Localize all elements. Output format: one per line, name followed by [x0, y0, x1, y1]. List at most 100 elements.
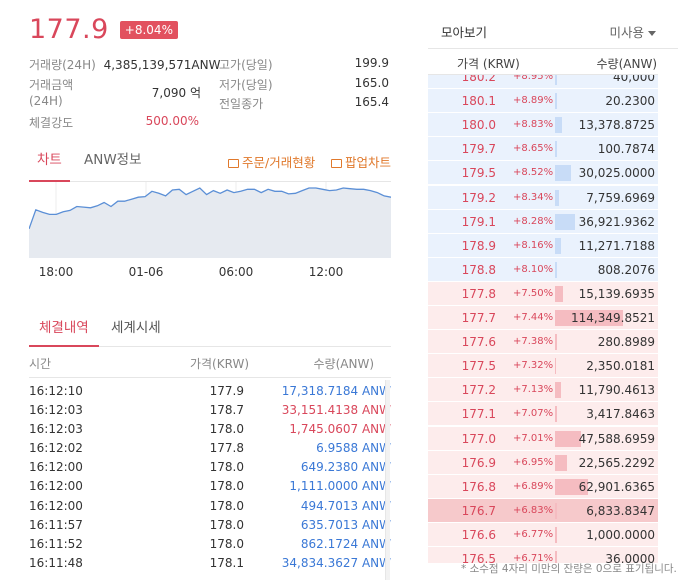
- orderbook-depth-bar: [555, 526, 557, 543]
- tab-coin-info[interactable]: ANW정보: [84, 152, 142, 168]
- popup-chart-link[interactable]: 팝업차트: [331, 152, 391, 171]
- orderbook-price: 176.5: [461, 552, 496, 563]
- orderbook-volume: 6,833.8347: [586, 503, 655, 518]
- orderbook-bid-row[interactable]: 176.7 +6.83% 6,833.8347: [428, 498, 658, 523]
- orderbook-price: 177.5: [461, 359, 496, 374]
- orderbook-bid-row[interactable]: 177.5 +7.32% 2,350.0181: [428, 354, 658, 379]
- trade-volume: 494.7013 ANW: [300, 498, 391, 513]
- trade-row: 16:12:03 178.7 33,151.4138 ANW: [29, 401, 391, 420]
- orderbook-volume: 62,901.6365: [578, 479, 655, 494]
- orderbook-ask-row[interactable]: 179.5 +8.52% 30,025.0000: [428, 161, 658, 186]
- orderbook-depth-bar: [555, 213, 575, 230]
- change-badge: +8.04%: [119, 20, 178, 39]
- trade-time: 16:12:00: [29, 479, 83, 494]
- orderbook-price: 177.7: [461, 311, 496, 325]
- orderbook-change-pct: +8.95%: [513, 75, 554, 82]
- orderbook-ask-row[interactable]: 180.1 +8.89% 20.2300: [428, 89, 658, 114]
- orderbook-volume: 7,759.6969: [586, 190, 655, 205]
- prev-close-value: 165.4: [354, 95, 389, 109]
- orderbook-bid-row[interactable]: 177.0 +7.01% 47,588.6959: [428, 426, 658, 451]
- orderbook-bid-row[interactable]: 176.5 +6.71% 36,0000: [428, 547, 658, 563]
- orderbook-change-pct: +6.71%: [513, 553, 554, 563]
- orderbook-panel: 모아보기 미사용 가격 (KRW) 수량(ANW) 180.2 +8.95% 40,…: [428, 0, 678, 588]
- orderbook-volume: 22,565.2292: [578, 455, 655, 470]
- x-tick-0106: 01-06: [128, 265, 164, 279]
- orderbook-divider: [428, 48, 678, 49]
- orderbook-ask-row[interactable]: 178.9 +8.16% 11,271.7188: [428, 233, 658, 258]
- trade-price: 178.0: [209, 517, 244, 532]
- low-value: 165.0: [354, 76, 389, 90]
- orderbook-depth-bar: [555, 551, 557, 563]
- orderbook-depth-bar: [555, 285, 563, 302]
- orderbook-depth-bar: [555, 430, 581, 447]
- orderbook-price: 177.0: [461, 431, 496, 446]
- orderbook-ask-row[interactable]: 180.0 +8.83% 13,378.8725: [428, 113, 658, 138]
- trade-time: 16:12:10: [29, 384, 83, 398]
- orderbook-change-pct: +7.32%: [513, 360, 554, 372]
- orderbook-volume: 3,417.8463: [586, 407, 655, 422]
- orderbook-bid-row[interactable]: 177.6 +7.38% 280.8989: [428, 330, 658, 355]
- orderbook-depth-bar: [555, 310, 623, 326]
- header-divider: [29, 377, 391, 378]
- x-tick-0600: 06:00: [218, 265, 254, 279]
- trade-time: 16:11:57: [29, 517, 83, 532]
- orderbook-ask-row[interactable]: 179.1 +8.28% 36,921.9362: [428, 209, 658, 234]
- orderbook-price: 180.0: [461, 118, 496, 133]
- orderbook-ask-row[interactable]: 180.2 +8.95% 40,000: [428, 75, 658, 90]
- grouping-dropdown[interactable]: 미사용: [609, 22, 656, 41]
- orderbook-volume: 11,790.4613: [578, 383, 655, 398]
- prev-close-label: 전일종가: [219, 97, 264, 111]
- orderbook-ask-row[interactable]: 179.2 +8.34% 7,759.6969: [428, 185, 658, 210]
- low-label: 저가(당일): [219, 78, 273, 92]
- orderbook-change-pct: +7.01%: [513, 432, 554, 444]
- price-chart[interactable]: [29, 182, 391, 258]
- trade-time: 16:12:03: [29, 422, 83, 437]
- orderbook-ask-row[interactable]: 178.8 +8.10% 808.2076: [428, 257, 658, 282]
- amount-label-line2: (24H): [29, 94, 63, 108]
- orderbook-bid-row[interactable]: 177.1 +7.07% 3,417.8463: [428, 402, 658, 427]
- orderbook-change-pct: +6.89%: [513, 480, 554, 492]
- orderbook-price: 177.1: [461, 407, 496, 422]
- trade-row: 16:12:03 178.0 1,745.0607 ANW: [29, 420, 391, 439]
- tab-trade-history[interactable]: 체결내역: [29, 316, 99, 347]
- trade-list-scrollbar[interactable]: [385, 380, 390, 580]
- orderbook-volume: 280.8989: [597, 335, 655, 350]
- calendar-icon: [228, 159, 239, 168]
- orderbook-ask-row[interactable]: 179.7 +8.65% 100.7874: [428, 137, 658, 162]
- volume-value: 4,385,139,571ANW: [103, 58, 221, 72]
- orderbook-depth-bar: [555, 261, 557, 278]
- orderbook-volume: 13,378.8725: [578, 118, 655, 133]
- orderbook-bid-row[interactable]: 177.7 +7.44% 114,349.8521: [428, 306, 658, 331]
- tab-chart[interactable]: 차트: [29, 150, 70, 182]
- orderbook-depth-bar: [555, 334, 557, 351]
- chart-series-line: [29, 187, 391, 230]
- trade-row: 16:12:02 177.8 6.9588 ANW: [29, 439, 391, 458]
- trade-time: 16:12:00: [29, 498, 83, 513]
- orderbook-depth-bar: [555, 189, 559, 206]
- orderbook-bid-row[interactable]: 177.2 +7.13% 11,790.4613: [428, 378, 658, 403]
- orders-link[interactable]: 주문/거래현황: [228, 152, 315, 171]
- orderbook-title: 모아보기: [441, 25, 488, 40]
- orderbook-change-pct: +8.16%: [513, 239, 554, 251]
- orderbook-depth-bar: [555, 358, 556, 375]
- trade-volume: 33,151.4138 ANW: [281, 403, 391, 418]
- trade-list[interactable]: 16:12:10 177.9 17,318.7184 ANW 16:12:03 178.…: [29, 382, 391, 588]
- orderbook-bid-row[interactable]: 176.8 +6.89% 62,901.6365: [428, 474, 658, 499]
- orderbook-volume: 1,000.0000: [586, 527, 655, 542]
- trade-volume: 862.1724 ANW: [300, 536, 391, 551]
- orderbook-list[interactable]: 180.2 +8.95% 40,000 180.1 +8.89% 20.2300 180.0…: [428, 75, 658, 563]
- orderbook-depth-bar: [555, 237, 561, 254]
- orderbook-price: 179.1: [461, 214, 496, 229]
- orderbook-depth-bar: [555, 117, 562, 134]
- orderbook-bid-row[interactable]: 177.8 +7.50% 15,139.6935: [428, 281, 658, 306]
- orderbook-bid-row[interactable]: 176.6 +6.77% 1,000.0000: [428, 522, 658, 547]
- trade-time: 16:11:48: [29, 555, 83, 570]
- tab-global-prices[interactable]: 세계시세: [111, 320, 161, 336]
- amount-label-line1: 거래금액: [29, 78, 74, 92]
- orderbook-price: 179.2: [461, 190, 496, 205]
- orderbook-depth-bar: [555, 75, 557, 85]
- orderbook-price: 177.2: [461, 383, 496, 398]
- orderbook-bid-row[interactable]: 176.9 +6.95% 22,565.2292: [428, 450, 658, 475]
- strength-stat: 체결강도: [29, 114, 73, 131]
- orderbook-price-header: 가격 (KRW): [457, 57, 520, 71]
